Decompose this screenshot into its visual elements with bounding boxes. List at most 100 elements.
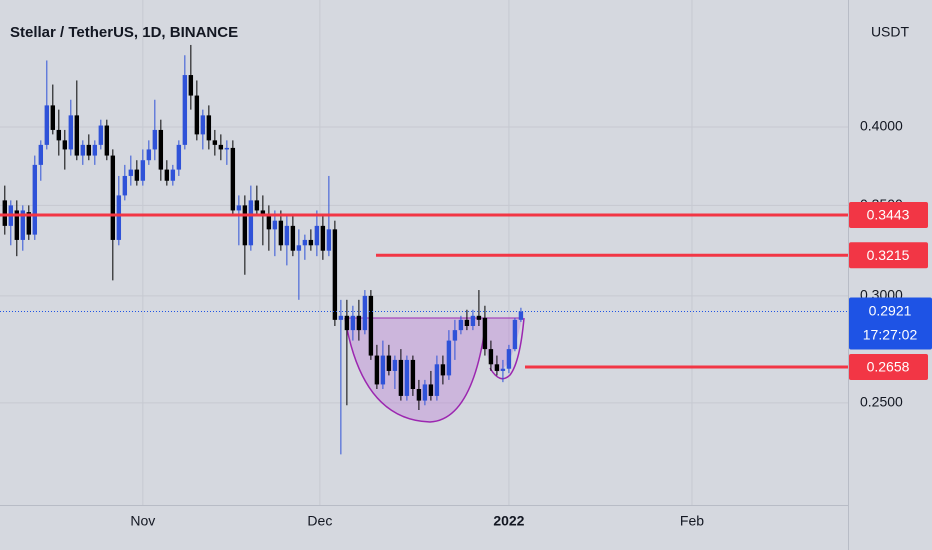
candle-body bbox=[230, 147, 236, 211]
candle-body bbox=[26, 212, 32, 235]
candle-body bbox=[476, 315, 482, 320]
candle-body bbox=[344, 315, 350, 331]
candle-body bbox=[464, 319, 470, 326]
candle-body bbox=[140, 160, 146, 181]
candle-body bbox=[224, 147, 230, 150]
cup-curve bbox=[344, 317, 485, 423]
price-label-box bbox=[849, 242, 928, 269]
overlay bbox=[0, 213, 848, 369]
price-label-box bbox=[849, 202, 928, 229]
candle-body bbox=[158, 129, 164, 170]
candle-body bbox=[260, 210, 266, 216]
candle-body bbox=[122, 175, 128, 196]
candle-body bbox=[182, 75, 188, 145]
price-label: 0.3215 bbox=[867, 247, 910, 263]
candle-body bbox=[104, 125, 110, 156]
candle-body bbox=[14, 210, 20, 240]
cup-fill bbox=[345, 318, 522, 422]
candle-body bbox=[458, 319, 464, 331]
candle-body bbox=[2, 200, 8, 226]
x-tick-label: Nov bbox=[130, 513, 155, 529]
candle-body bbox=[362, 295, 368, 331]
candle-body bbox=[212, 140, 218, 145]
candle-body bbox=[86, 144, 92, 156]
candle-body bbox=[278, 220, 284, 246]
candle-body bbox=[266, 215, 272, 230]
candle-body bbox=[74, 115, 80, 156]
price-label: 0.2658 bbox=[867, 359, 910, 375]
candle-body bbox=[128, 169, 134, 176]
candle-body bbox=[494, 364, 500, 371]
last-price-box bbox=[849, 297, 932, 350]
candle-body bbox=[242, 205, 248, 246]
candle-body bbox=[518, 311, 524, 320]
candle-body bbox=[50, 105, 56, 130]
candle-body bbox=[404, 359, 410, 396]
candle-body bbox=[350, 315, 356, 331]
candle-body bbox=[470, 315, 476, 326]
candle-body bbox=[116, 195, 122, 240]
handle-curve bbox=[489, 317, 525, 380]
candle-body bbox=[284, 225, 290, 246]
candle-body bbox=[338, 315, 344, 320]
grid bbox=[0, 0, 848, 505]
price-label-box bbox=[849, 353, 928, 380]
candle-body bbox=[314, 225, 320, 246]
candle-body bbox=[326, 229, 332, 251]
price-label: 0.3443 bbox=[867, 207, 910, 223]
countdown: 17:27:02 bbox=[863, 326, 918, 342]
candle-body bbox=[176, 144, 182, 170]
candle-body bbox=[98, 125, 104, 145]
x-tick-label: Feb bbox=[680, 513, 704, 529]
candle-body bbox=[194, 95, 200, 135]
candle-body bbox=[68, 115, 74, 150]
candle-body bbox=[272, 220, 278, 230]
x-tick-label: Dec bbox=[307, 513, 332, 529]
candle-body bbox=[416, 388, 422, 401]
y-tick-label: 0.2500 bbox=[860, 394, 903, 410]
candle-body bbox=[392, 359, 398, 371]
candles bbox=[2, 44, 524, 455]
axes: 0.40000.35000.30000.2500NovDec2022Feb0.3… bbox=[130, 118, 932, 529]
candle-body bbox=[92, 144, 98, 156]
candle-body bbox=[200, 115, 206, 135]
candle-body bbox=[428, 384, 434, 396]
candle-body bbox=[254, 200, 260, 211]
candle-body bbox=[44, 105, 50, 145]
candle-body bbox=[80, 144, 86, 156]
candle-body bbox=[512, 319, 518, 350]
candle-body bbox=[380, 355, 386, 385]
candle-body bbox=[62, 140, 68, 150]
candle-body bbox=[386, 355, 392, 371]
candle-body bbox=[188, 75, 194, 96]
candle-body bbox=[332, 229, 338, 320]
candle-body bbox=[164, 169, 170, 181]
candle-body bbox=[506, 349, 512, 369]
candle-body bbox=[308, 239, 314, 246]
candle-body bbox=[482, 317, 488, 350]
currency-label: USDT bbox=[871, 24, 910, 40]
candle-body bbox=[218, 144, 224, 150]
candle-body bbox=[422, 384, 428, 401]
y-tick-label: 0.4000 bbox=[860, 118, 903, 134]
x-tick-label: 2022 bbox=[493, 513, 524, 529]
candle-body bbox=[38, 144, 44, 165]
last-price-label: 0.2921 bbox=[869, 302, 912, 318]
candle-body bbox=[152, 129, 158, 150]
candle-body bbox=[410, 359, 416, 389]
candle-body bbox=[56, 129, 62, 141]
candle-body bbox=[374, 355, 380, 385]
candle-body bbox=[296, 245, 302, 251]
candle-body bbox=[20, 210, 26, 240]
candle-body bbox=[248, 200, 254, 246]
candle-body bbox=[236, 205, 242, 211]
candle-body bbox=[146, 149, 152, 161]
candle-body bbox=[398, 359, 404, 396]
candle-body bbox=[500, 368, 506, 371]
candle-body bbox=[32, 164, 38, 235]
candle-body bbox=[368, 295, 374, 356]
candle-body bbox=[440, 364, 446, 376]
candle-body bbox=[302, 239, 308, 246]
candle-body bbox=[170, 169, 176, 181]
